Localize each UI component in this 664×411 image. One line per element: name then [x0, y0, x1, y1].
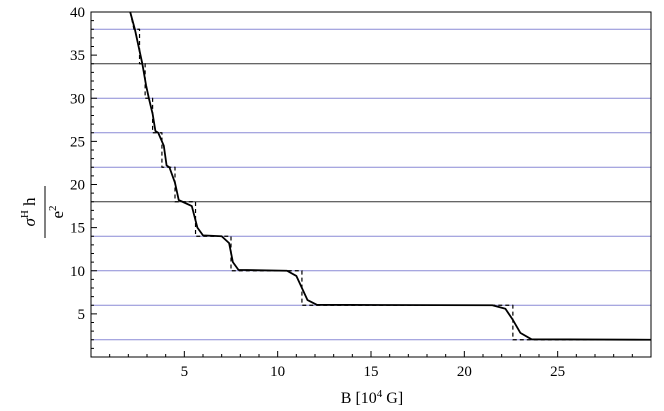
y-tick-label: 20 — [70, 178, 85, 194]
x-tick-label: 20 — [457, 364, 472, 380]
y-tick-label: 15 — [70, 221, 85, 237]
y-tick-label: 40 — [70, 5, 85, 21]
y-tick-label: 35 — [70, 48, 85, 64]
step-series-line — [129, 12, 651, 341]
x-tick-label: 5 — [181, 364, 189, 380]
axis-ticks: 5 10 15 20 25 5 10 15 20 25 30 35 40 — [70, 5, 633, 380]
x-tick-label: 15 — [364, 364, 379, 380]
smooth-series-line — [129, 12, 651, 341]
y-tick-label: 30 — [70, 91, 85, 107]
y-tick-label: 5 — [78, 307, 86, 323]
y-tick-label: 10 — [70, 264, 85, 280]
y-axis-title-numerator: σH h — [19, 197, 39, 227]
y-axis-title-denominator: e2 — [47, 205, 67, 218]
y-tick-label: 25 — [70, 134, 85, 150]
x-tick-label: 25 — [550, 364, 565, 380]
x-tick-label: 10 — [270, 364, 285, 380]
series-layer — [129, 12, 651, 341]
x-axis-title: B [104 G] — [341, 388, 403, 407]
reference-lines — [91, 28, 651, 341]
y-axis-title: σH h e2 — [19, 186, 67, 238]
